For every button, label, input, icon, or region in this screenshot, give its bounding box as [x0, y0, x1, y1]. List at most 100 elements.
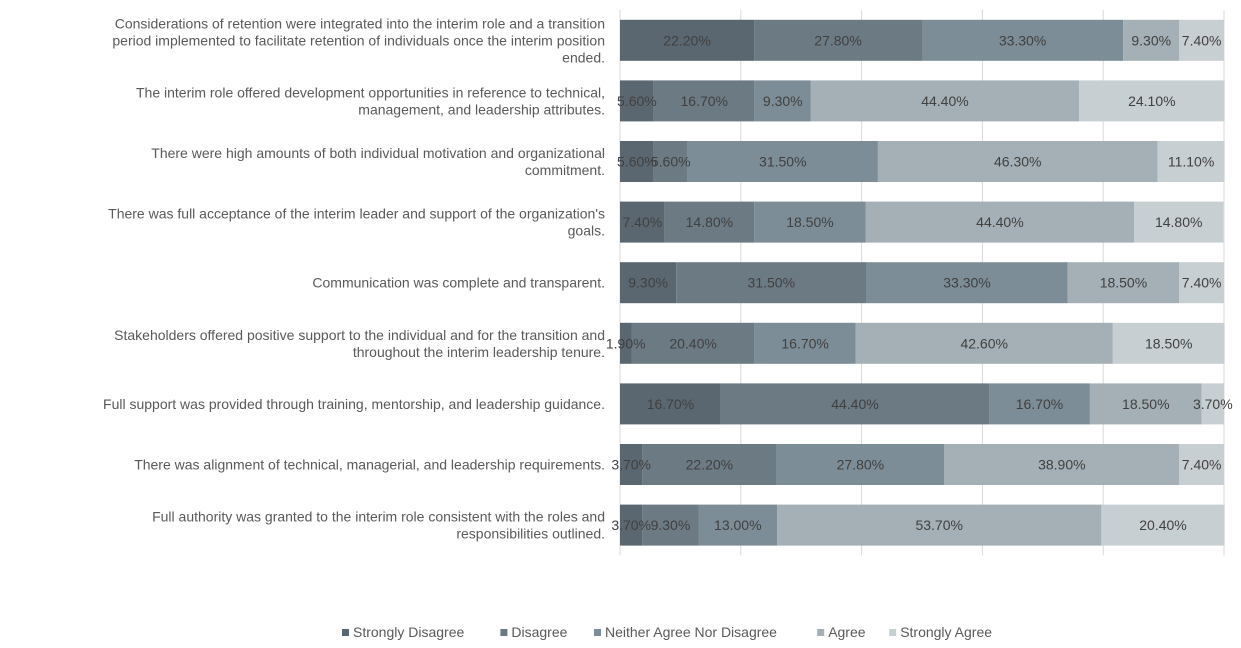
value-labels: 22.20% 27.80% 33.30% 9.30% 7.40% 5.60% 16.70% 9…: [606, 32, 1233, 533]
data-label: 18.50%: [1122, 396, 1169, 412]
data-label: 9.30%: [1131, 32, 1171, 48]
data-label: 16.70%: [647, 396, 694, 412]
bar-segment-row2-disagree: [653, 80, 755, 122]
data-label: 20.40%: [669, 335, 716, 351]
data-label: 18.50%: [786, 214, 833, 230]
bar-segment-row1-strongly-agree: [1179, 19, 1224, 61]
data-label: 44.40%: [921, 93, 968, 109]
bar-segment-row3-agree: [877, 141, 1158, 182]
bar-segment-row5-agree: [1067, 262, 1180, 304]
data-label: 16.70%: [681, 93, 728, 109]
data-label: 7.40%: [1182, 457, 1222, 473]
data-label: 24.10%: [1128, 93, 1175, 109]
bar-segment-row6-neither-agree-nor-disagree: [754, 322, 856, 364]
bar-segment-row2-agree: [810, 80, 1080, 122]
legend-label: Neither Agree Nor Disagree: [605, 624, 777, 640]
bar-segment-row8-neither-agree-nor-disagree: [776, 444, 945, 485]
data-label: 1.90%: [606, 335, 646, 351]
data-label: 18.50%: [1145, 335, 1192, 351]
category-label-line: There were high amounts of both individu…: [151, 145, 605, 161]
data-label: 7.40%: [622, 214, 662, 230]
bar-segment-row9-disagree: [642, 504, 699, 546]
legend-swatch: [817, 629, 825, 636]
bar-segment-row4-strongly-disagree: [620, 201, 665, 243]
bar-segment-row9-agree: [777, 504, 1102, 546]
bar-segment-row6-agree: [855, 322, 1113, 364]
category-label: The interim role offered development opp…: [136, 84, 605, 117]
data-label: 20.40%: [1139, 517, 1186, 533]
data-label: 18.50%: [1100, 275, 1147, 291]
bar-segment-row2-strongly-disagree: [620, 80, 654, 122]
data-label: 5.60%: [617, 93, 657, 109]
legend-item-disagree: Disagree: [500, 624, 568, 640]
category-label: There was alignment of technical, manage…: [134, 457, 605, 473]
bar-segment-row5-strongly-disagree: [620, 262, 677, 304]
bar-segment-row8-agree: [944, 444, 1180, 485]
category-label-line: Considerations of retention were integra…: [115, 15, 605, 31]
category-label-line: There was full acceptance of the interim…: [108, 206, 605, 222]
data-label: 3.70%: [1193, 396, 1233, 412]
category-label: There was full acceptance of the interim…: [108, 206, 605, 239]
legend-item-strongly-agree: Strongly Agree: [889, 624, 992, 640]
bar-segment-row8-strongly-disagree: [620, 444, 643, 485]
data-label: 44.40%: [976, 214, 1023, 230]
category-labels: Considerations of retention were integra…: [103, 15, 605, 541]
data-label: 31.50%: [759, 154, 806, 170]
bar-segment-row6-strongly-agree: [1112, 322, 1225, 364]
category-label-line: Stakeholders offered positive support to…: [114, 327, 605, 343]
category-label: Full support was provided through traini…: [103, 396, 605, 412]
data-label: 27.80%: [814, 32, 861, 48]
data-label: 16.70%: [1016, 396, 1063, 412]
category-label: Full authority was granted to the interi…: [152, 509, 605, 542]
bar-segment-row4-disagree: [664, 201, 755, 243]
category-label-line: management, and leadership attributes.: [358, 101, 605, 117]
category-label: Communication was complete and transpare…: [312, 275, 605, 291]
data-label: 31.50%: [748, 275, 795, 291]
bar-segment-row9-strongly-agree: [1101, 504, 1225, 546]
data-label: 9.30%: [763, 93, 803, 109]
legend-label: Strongly Disagree: [353, 624, 464, 640]
legend-swatch: [594, 629, 601, 636]
data-label: 46.30%: [994, 154, 1041, 170]
data-label: 44.40%: [831, 396, 878, 412]
legend-item-agree: Agree: [817, 624, 866, 640]
category-label-line: goals.: [568, 223, 605, 239]
data-label: 3.70%: [611, 517, 651, 533]
category-label-line: Full support was provided through traini…: [103, 396, 605, 412]
category-label: Considerations of retention were integra…: [112, 15, 605, 65]
data-label: 42.60%: [960, 335, 1007, 351]
data-label: 3.70%: [611, 457, 651, 473]
bar-segment-row5-strongly-agree: [1179, 262, 1224, 304]
category-label-line: The interim role offered development opp…: [136, 84, 605, 100]
category-label-line: period implemented to facilitate retenti…: [112, 32, 605, 48]
bar-segment-row1-strongly-disagree: [620, 19, 755, 61]
bar-segment-row4-strongly-agree: [1134, 201, 1224, 243]
category-label-line: Communication was complete and transpare…: [312, 275, 605, 291]
bar-segment-row7-disagree: [720, 383, 990, 425]
legend: Strongly Disagree Disagree Neither Agree N…: [342, 624, 992, 640]
data-label: 27.80%: [837, 457, 884, 473]
data-label: 16.70%: [781, 335, 828, 351]
data-label: 11.10%: [1168, 154, 1214, 170]
data-label: 5.60%: [651, 154, 691, 170]
bar-segment-row9-neither-agree-nor-disagree: [698, 504, 778, 546]
legend-item-strongly-disagree: Strongly Disagree: [342, 624, 464, 640]
category-label-line: commitment.: [525, 162, 605, 178]
data-label: 22.20%: [686, 457, 733, 473]
legend-swatch: [342, 629, 349, 636]
data-label: 38.90%: [1038, 457, 1085, 473]
data-label: 9.30%: [651, 517, 691, 533]
legend-item-neither-agree-nor-disagree: Neither Agree Nor Disagree: [594, 624, 777, 640]
bar-segment-row4-agree: [865, 201, 1135, 243]
bar-segment-row1-agree: [1123, 19, 1180, 61]
legend-label: Agree: [828, 624, 866, 640]
legend-label: Strongly Agree: [900, 624, 992, 640]
legend-swatch: [500, 629, 508, 636]
bar-segment-row3-disagree: [653, 141, 688, 182]
category-label: Stakeholders offered positive support to…: [114, 327, 605, 360]
legend-label: Disagree: [511, 624, 567, 640]
category-label-line: throughout the interim leadership tenure…: [353, 344, 605, 360]
bar-segment-row1-neither-agree-nor-disagree: [922, 19, 1124, 61]
